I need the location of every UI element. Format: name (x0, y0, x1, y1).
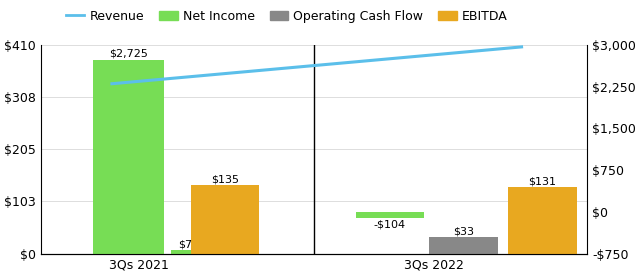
Bar (191, 185, 259, 254)
Bar (508, 187, 577, 254)
Bar (171, 250, 200, 254)
Text: $7: $7 (179, 239, 193, 250)
Text: -$104: -$104 (374, 219, 406, 229)
Text: $2,725: $2,725 (109, 49, 148, 59)
Legend: Revenue, Net Income, Operating Cash Flow, EBITDA: Revenue, Net Income, Operating Cash Flow… (61, 5, 513, 28)
Bar (93, 60, 164, 254)
Text: $33: $33 (453, 226, 474, 236)
Bar (429, 237, 498, 254)
Bar (355, 212, 424, 218)
Text: $135: $135 (211, 174, 239, 184)
Text: $131: $131 (528, 176, 556, 186)
